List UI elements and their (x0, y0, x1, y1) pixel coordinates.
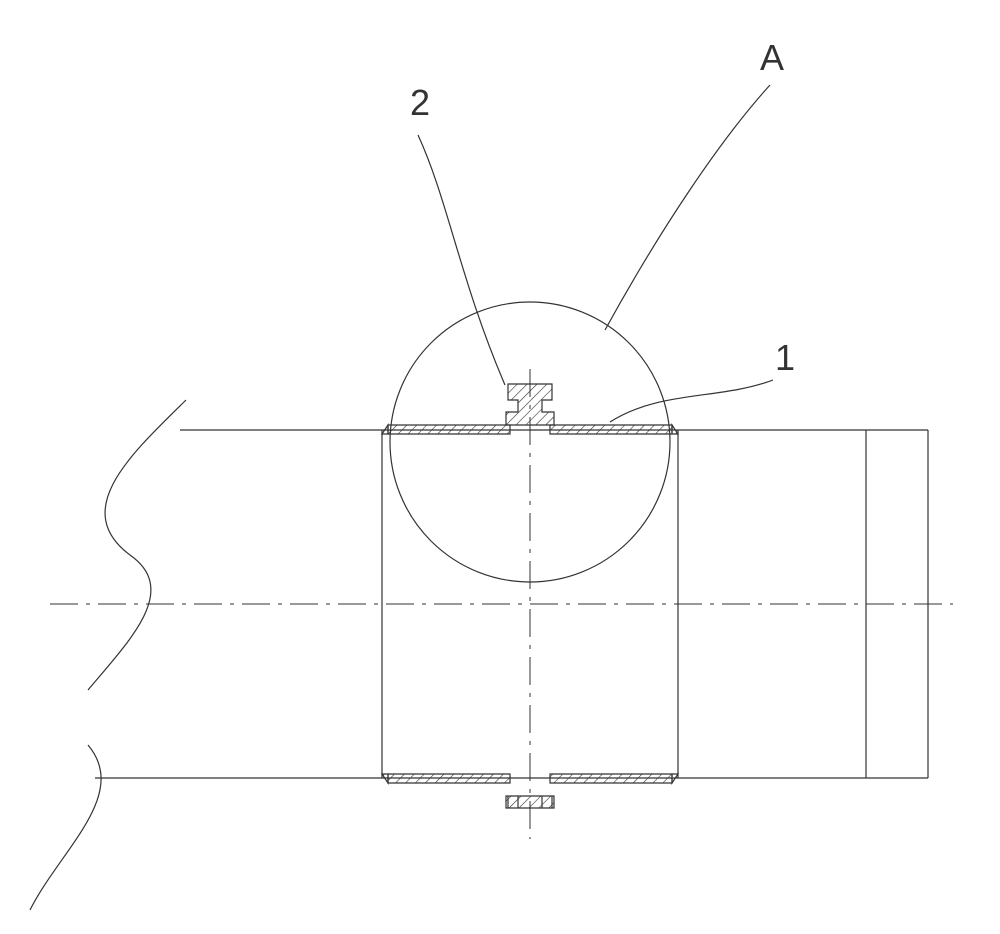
flange-top-right (550, 425, 672, 434)
flange-bottom-right (550, 774, 672, 783)
flange-top-left (388, 425, 510, 434)
label-a: A (760, 37, 784, 78)
bolt-bottom (506, 796, 554, 808)
bolt-top (506, 384, 554, 425)
flange-bottom-left (388, 774, 510, 783)
leader-a (605, 85, 770, 330)
technical-drawing: A 2 1 (0, 0, 1000, 934)
label-1: 1 (775, 337, 795, 378)
leader-1 (610, 380, 773, 422)
leader-2 (418, 135, 505, 385)
label-2: 2 (410, 82, 430, 123)
